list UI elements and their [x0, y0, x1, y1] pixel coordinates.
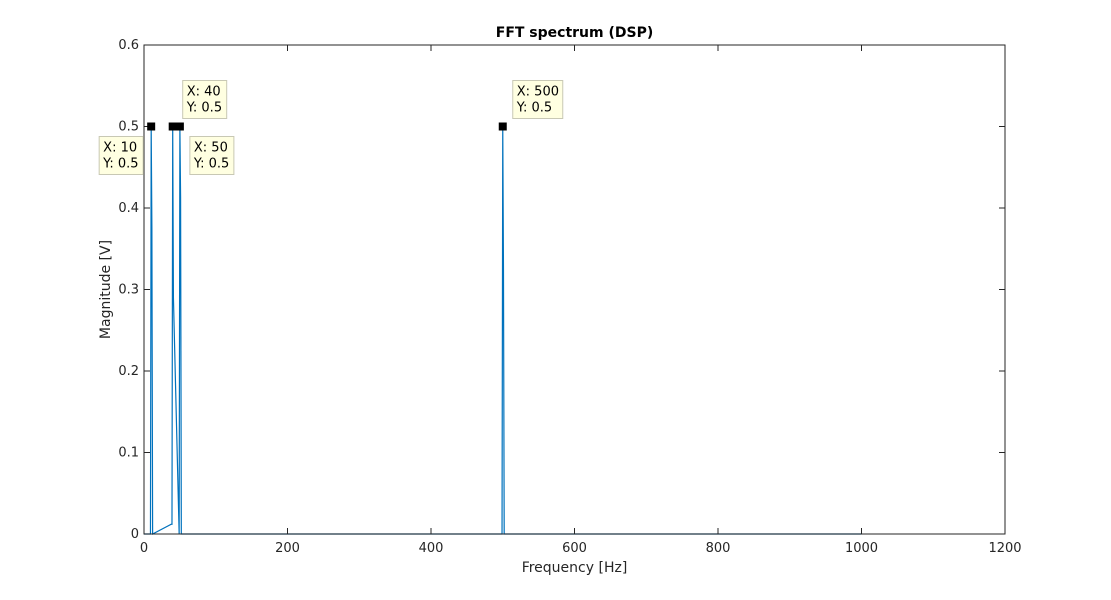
x-tick-label: 200: [275, 541, 300, 556]
datatip: X: 10Y: 0.5: [98, 122, 156, 175]
datatip-y-text: Y: 0.5: [516, 101, 552, 116]
axes-background: [144, 45, 1005, 534]
y-tick-label: 0.6: [118, 38, 139, 53]
y-tick-label: 0: [131, 527, 139, 542]
series-layer: [144, 126, 862, 535]
y-tick-label: 0.5: [118, 120, 139, 135]
x-tick-label: 800: [706, 541, 731, 556]
datatip-marker: [498, 122, 507, 131]
datatip: X: 40Y: 0.5: [168, 80, 228, 131]
datatip-x-text: X: 40: [187, 85, 221, 100]
datatip-x-text: X: 500: [517, 85, 559, 100]
x-axis-label: Frequency [Hz]: [522, 560, 628, 576]
datatip-y-text: Y: 0.5: [193, 157, 229, 172]
x-tick-label: 1200: [988, 541, 1021, 556]
datatip-layer: X: 10Y: 0.5X: 40Y: 0.5X: 50Y: 0.5X: 500Y…: [98, 80, 564, 175]
datatip-marker: [175, 122, 184, 131]
datatip-box: [512, 80, 564, 119]
y-tick-label: 0.3: [118, 283, 139, 298]
axes-box: [143, 44, 1006, 535]
datatip-y-text: Y: 0.5: [186, 101, 222, 116]
chart-title: FFT spectrum (DSP): [496, 25, 654, 41]
datatip-box: [189, 136, 235, 175]
datatip-box: [98, 136, 144, 175]
datatip-x-text: X: 50: [194, 141, 228, 156]
y-tick-label: 0.2: [118, 364, 139, 379]
spectrum-line: [144, 126, 862, 535]
x-tick-label: 400: [419, 541, 444, 556]
datatip-marker: [168, 122, 177, 131]
datatip-box: [182, 80, 228, 119]
datatip-y-text: Y: 0.5: [102, 157, 138, 172]
x-tick-label: 600: [562, 541, 587, 556]
x-tick-label: 1000: [845, 541, 878, 556]
x-tick-label: 0: [140, 541, 148, 556]
datatip-marker: [147, 122, 156, 131]
y-tick-label: 0.4: [118, 201, 139, 216]
y-tick-label: 0.1: [118, 446, 139, 461]
y-axis-label: Magnitude [V]: [98, 240, 114, 339]
datatip-x-text: X: 10: [103, 141, 137, 156]
datatip: X: 50Y: 0.5: [175, 122, 235, 175]
tick-layer: 0 200 400 600 800 1000 1200 0 0.1 0.2 0.3 0.4 0.5 0.6: [118, 38, 1021, 556]
